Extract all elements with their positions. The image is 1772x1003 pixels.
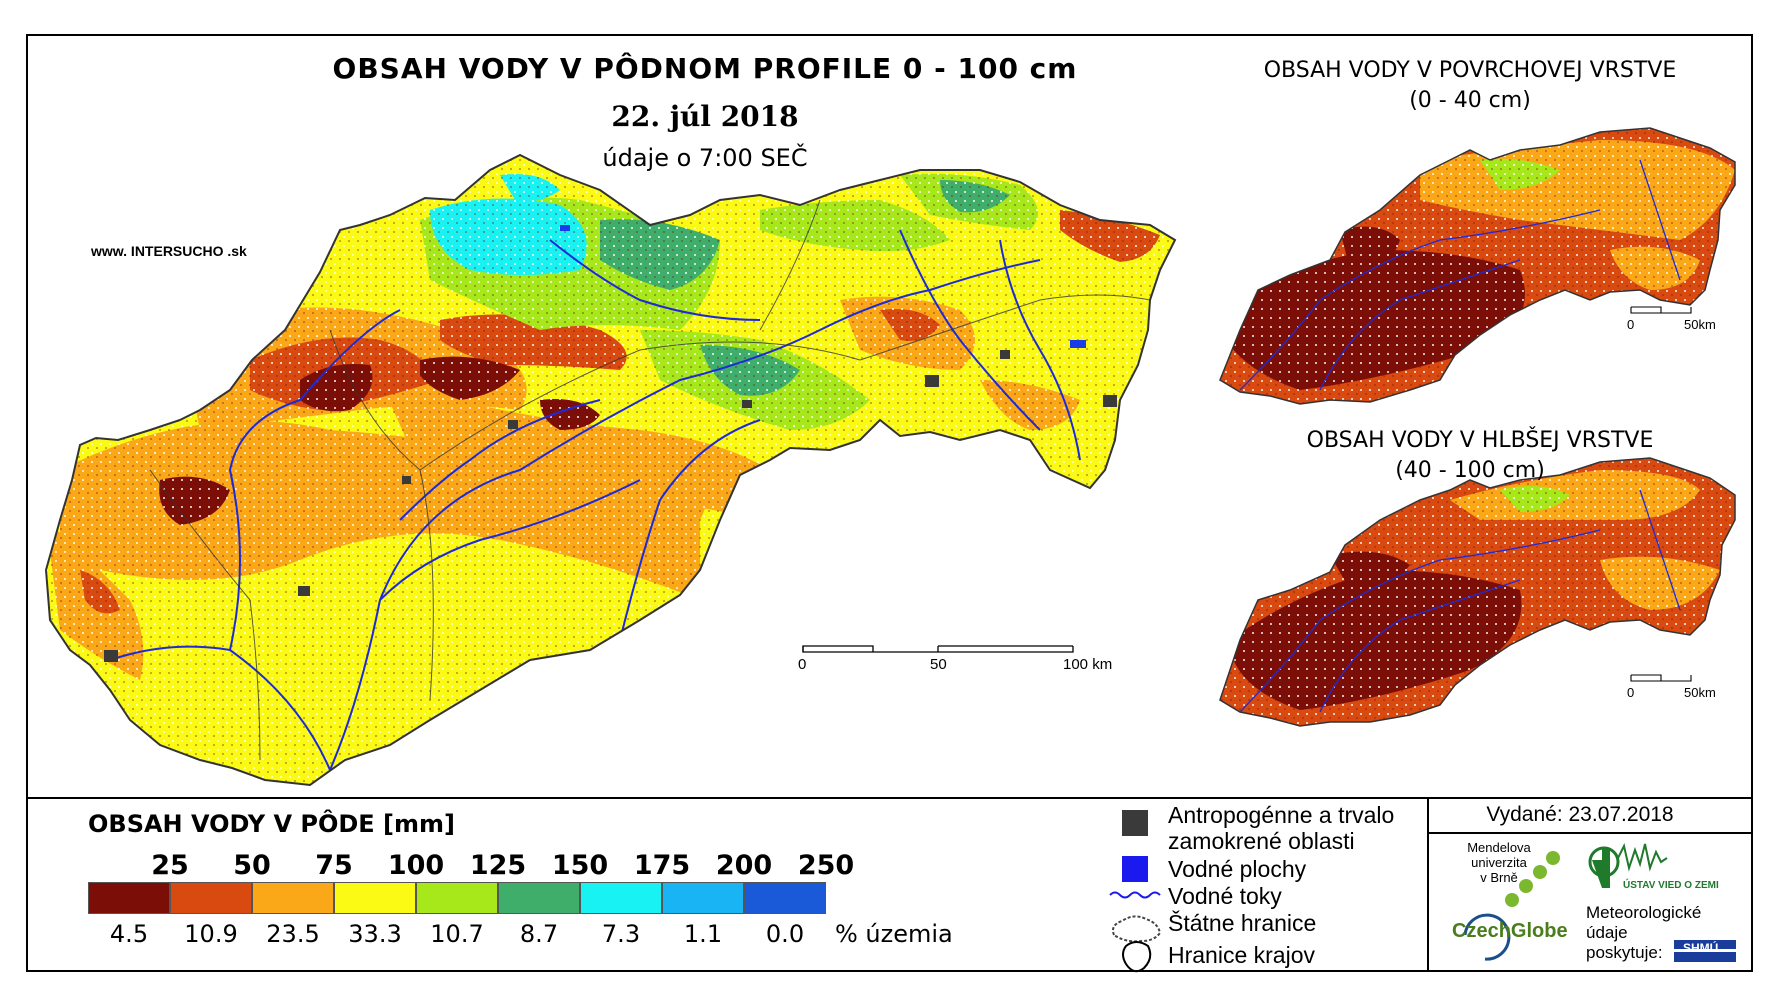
river-label: Vodné toky xyxy=(1168,883,1282,909)
ustav-vied-text: ÚSTAV VIED O ZEMI xyxy=(1623,880,1719,891)
legend-percent-0: 4.5 xyxy=(109,920,149,948)
legend-swatch-5 xyxy=(498,882,580,914)
credits-divider xyxy=(1427,797,1429,972)
top-scale-label-50: 50km xyxy=(1684,317,1716,332)
legend-break-5: 150 xyxy=(551,850,609,881)
main-map-date: 22. júl 2018 xyxy=(611,100,799,133)
legend-swatch-4 xyxy=(416,882,498,914)
legend-swatch-7 xyxy=(662,882,744,914)
urban-area-label-line2: zamokrené oblasti xyxy=(1168,828,1355,854)
legend-break-7: 200 xyxy=(715,850,773,881)
legend-swatch-3 xyxy=(334,882,416,914)
legend-swatch-8 xyxy=(744,882,826,914)
top-scale-label-0: 0 xyxy=(1627,317,1635,332)
czechglobe-swoosh-icon xyxy=(1463,913,1511,961)
mendel-university-logo: Mendelova univerzita v Brně xyxy=(1467,840,1531,885)
shmu-logo xyxy=(1674,940,1736,962)
top-inset-subtitle: (0 - 40 cm) xyxy=(1409,88,1531,113)
legend-break-1: 50 xyxy=(233,850,271,881)
legend-percent-5: 8.7 xyxy=(519,920,559,948)
legend-swatch-1 xyxy=(170,882,252,914)
czechglobe-logo-text: CzechGlobe xyxy=(1452,920,1568,942)
region-border-label: Hranice krajov xyxy=(1168,942,1315,968)
bottom-scale-label-0: 0 xyxy=(1627,685,1635,700)
main-scale-bar xyxy=(802,645,1074,653)
website-label: www. INTERSUCHO .sk xyxy=(91,243,247,259)
percent-territory-label: % územia xyxy=(835,920,953,948)
legend-percent-6: 7.3 xyxy=(601,920,641,948)
issued-divider xyxy=(1427,832,1753,834)
main-scale-label-0: 0 xyxy=(798,656,807,673)
state-border-label: Štátne hranice xyxy=(1168,910,1317,936)
shmu-logo-text: SHMÚ xyxy=(1683,941,1719,955)
ustav-vied-o-zemi-logo xyxy=(1588,843,1668,888)
legend-percent-4: 10.7 xyxy=(430,920,484,948)
main-map-title: OBSAH VODY V PÔDNOM PROFILE 0 - 100 cm xyxy=(332,52,1078,85)
bottom-inset-subtitle: (40 - 100 cm) xyxy=(1395,458,1545,483)
urban-area-icon xyxy=(1122,810,1148,836)
legend-percent-8: 0.0 xyxy=(765,920,805,948)
legend-break-2: 75 xyxy=(315,850,353,881)
legend-break-0: 25 xyxy=(151,850,189,881)
bottom-scale-label-50: 50km xyxy=(1684,685,1716,700)
legend-divider xyxy=(26,797,1753,799)
water-body-label: Vodné plochy xyxy=(1168,856,1307,882)
state-border-icon xyxy=(1112,915,1162,943)
main-scale-label-50: 50 xyxy=(930,656,947,673)
issued-date: Vydané: 23.07.2018 xyxy=(1486,803,1674,826)
legend-percent-7: 1.1 xyxy=(683,920,723,948)
legend-percent-1: 10.9 xyxy=(184,920,238,948)
legend-break-4: 125 xyxy=(469,850,527,881)
legend-swatch-2 xyxy=(252,882,334,914)
legend-percent-3: 33.3 xyxy=(348,920,402,948)
mendel-dots-icon xyxy=(1505,851,1560,907)
main-map-time-note: údaje o 7:00 SEČ xyxy=(602,144,808,172)
region-border-icon xyxy=(1122,941,1152,973)
bottom-inset-title: OBSAH VODY V HLBŠEJ VRSTVE xyxy=(1306,428,1654,453)
legend-break-6: 175 xyxy=(633,850,691,881)
meteo-data-credit: Meteorologické údaje poskytuje: xyxy=(1586,903,1702,962)
legend-break-3: 100 xyxy=(387,850,445,881)
main-scale-label-100: 100 km xyxy=(1063,656,1113,673)
water-body-icon xyxy=(1122,856,1148,882)
top-inset-title: OBSAH VODY V POVRCHOVEJ VRSTVE xyxy=(1263,58,1677,83)
river-icon xyxy=(1109,891,1161,899)
legend-title: OBSAH VODY V PÔDE [mm] xyxy=(88,810,456,838)
legend-break-8: 250 xyxy=(797,850,855,881)
urban-area-label-line1: Antropogénne a trvalo xyxy=(1168,802,1395,828)
legend-swatch-0 xyxy=(88,882,170,914)
legend-percent-2: 23.5 xyxy=(266,920,320,948)
legend-swatch-6 xyxy=(580,882,662,914)
